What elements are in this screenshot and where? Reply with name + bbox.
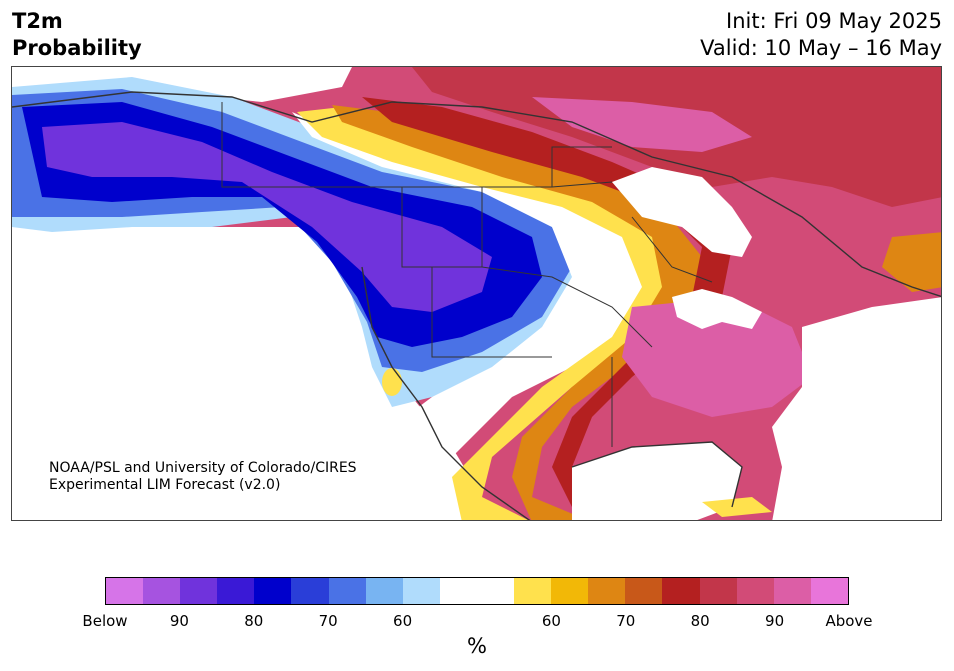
colorbar-segment [551, 578, 589, 604]
colorbar-tick-label: 70 [318, 612, 338, 630]
title-variable: T2m [12, 9, 63, 33]
title-right: Init: Fri 09 May 2025 Valid: 10 May – 16… [700, 8, 942, 62]
credit-line1: NOAA/PSL and University of Colorado/CIRE… [49, 460, 357, 476]
state-borders [221, 102, 713, 447]
colorbar-segment [773, 578, 811, 604]
east-coast-warm [882, 232, 941, 292]
cuba-warm [702, 497, 772, 517]
colorbar-segment [328, 578, 366, 604]
init-date: Init: Fri 09 May 2025 [726, 9, 942, 33]
warm-extreme-region [532, 97, 752, 152]
colorbar-tick-label: 90 [765, 612, 785, 630]
valid-range: Valid: 10 May – 16 May [700, 36, 942, 60]
map-panel [11, 66, 942, 521]
warm-mid-band [332, 105, 702, 520]
colorbar-tick-label: 80 [690, 612, 710, 630]
colorbar-segment [106, 578, 144, 604]
cold-core [42, 122, 492, 312]
east-us-warm [622, 297, 812, 417]
colorbar-segment [365, 578, 403, 604]
colorbar-segment [625, 578, 663, 604]
colorbar-segment [662, 578, 700, 604]
title-left: T2m Probability [12, 8, 142, 62]
title-quantity: Probability [12, 36, 142, 60]
colorbar-tick-label: Below [82, 612, 128, 630]
colorbar-segment [254, 578, 292, 604]
colorbar-tick-label: 60 [541, 612, 561, 630]
colorbar-tick-label: 90 [169, 612, 189, 630]
colorbar-segment [476, 578, 515, 604]
colorbar-segment [588, 578, 626, 604]
coastline [12, 91, 941, 520]
colorbar-segment [810, 578, 848, 604]
colorbar-segment [291, 578, 329, 604]
california-warm-spot [382, 368, 402, 396]
gulf-of-mexico [572, 442, 742, 520]
colorbar-segment [143, 578, 181, 604]
colorbar-segment [217, 578, 255, 604]
credit-text: NOAA/PSL and University of Colorado/CIRE… [49, 460, 357, 494]
colorbar [105, 577, 849, 605]
colorbar-tick-label: Above [825, 612, 873, 630]
forecast-map [12, 67, 941, 520]
colorbar-segment [514, 578, 552, 604]
colorbar-tick-label: 60 [393, 612, 413, 630]
colorbar-tick-label: 70 [616, 612, 636, 630]
credit-line2: Experimental LIM Forecast (v2.0) [49, 477, 281, 493]
colorbar-segment [699, 578, 737, 604]
warm-near-band [297, 107, 672, 520]
colorbar-segment [736, 578, 774, 604]
colorbar-unit: % [467, 634, 487, 658]
colorbar-segment [439, 578, 477, 604]
atlantic-ocean [772, 297, 941, 520]
great-lakes [672, 289, 762, 329]
hudson-bay [612, 167, 752, 257]
colorbar-segment [402, 578, 440, 604]
colorbar-tick-label: 80 [244, 612, 264, 630]
colorbar-segment [180, 578, 218, 604]
